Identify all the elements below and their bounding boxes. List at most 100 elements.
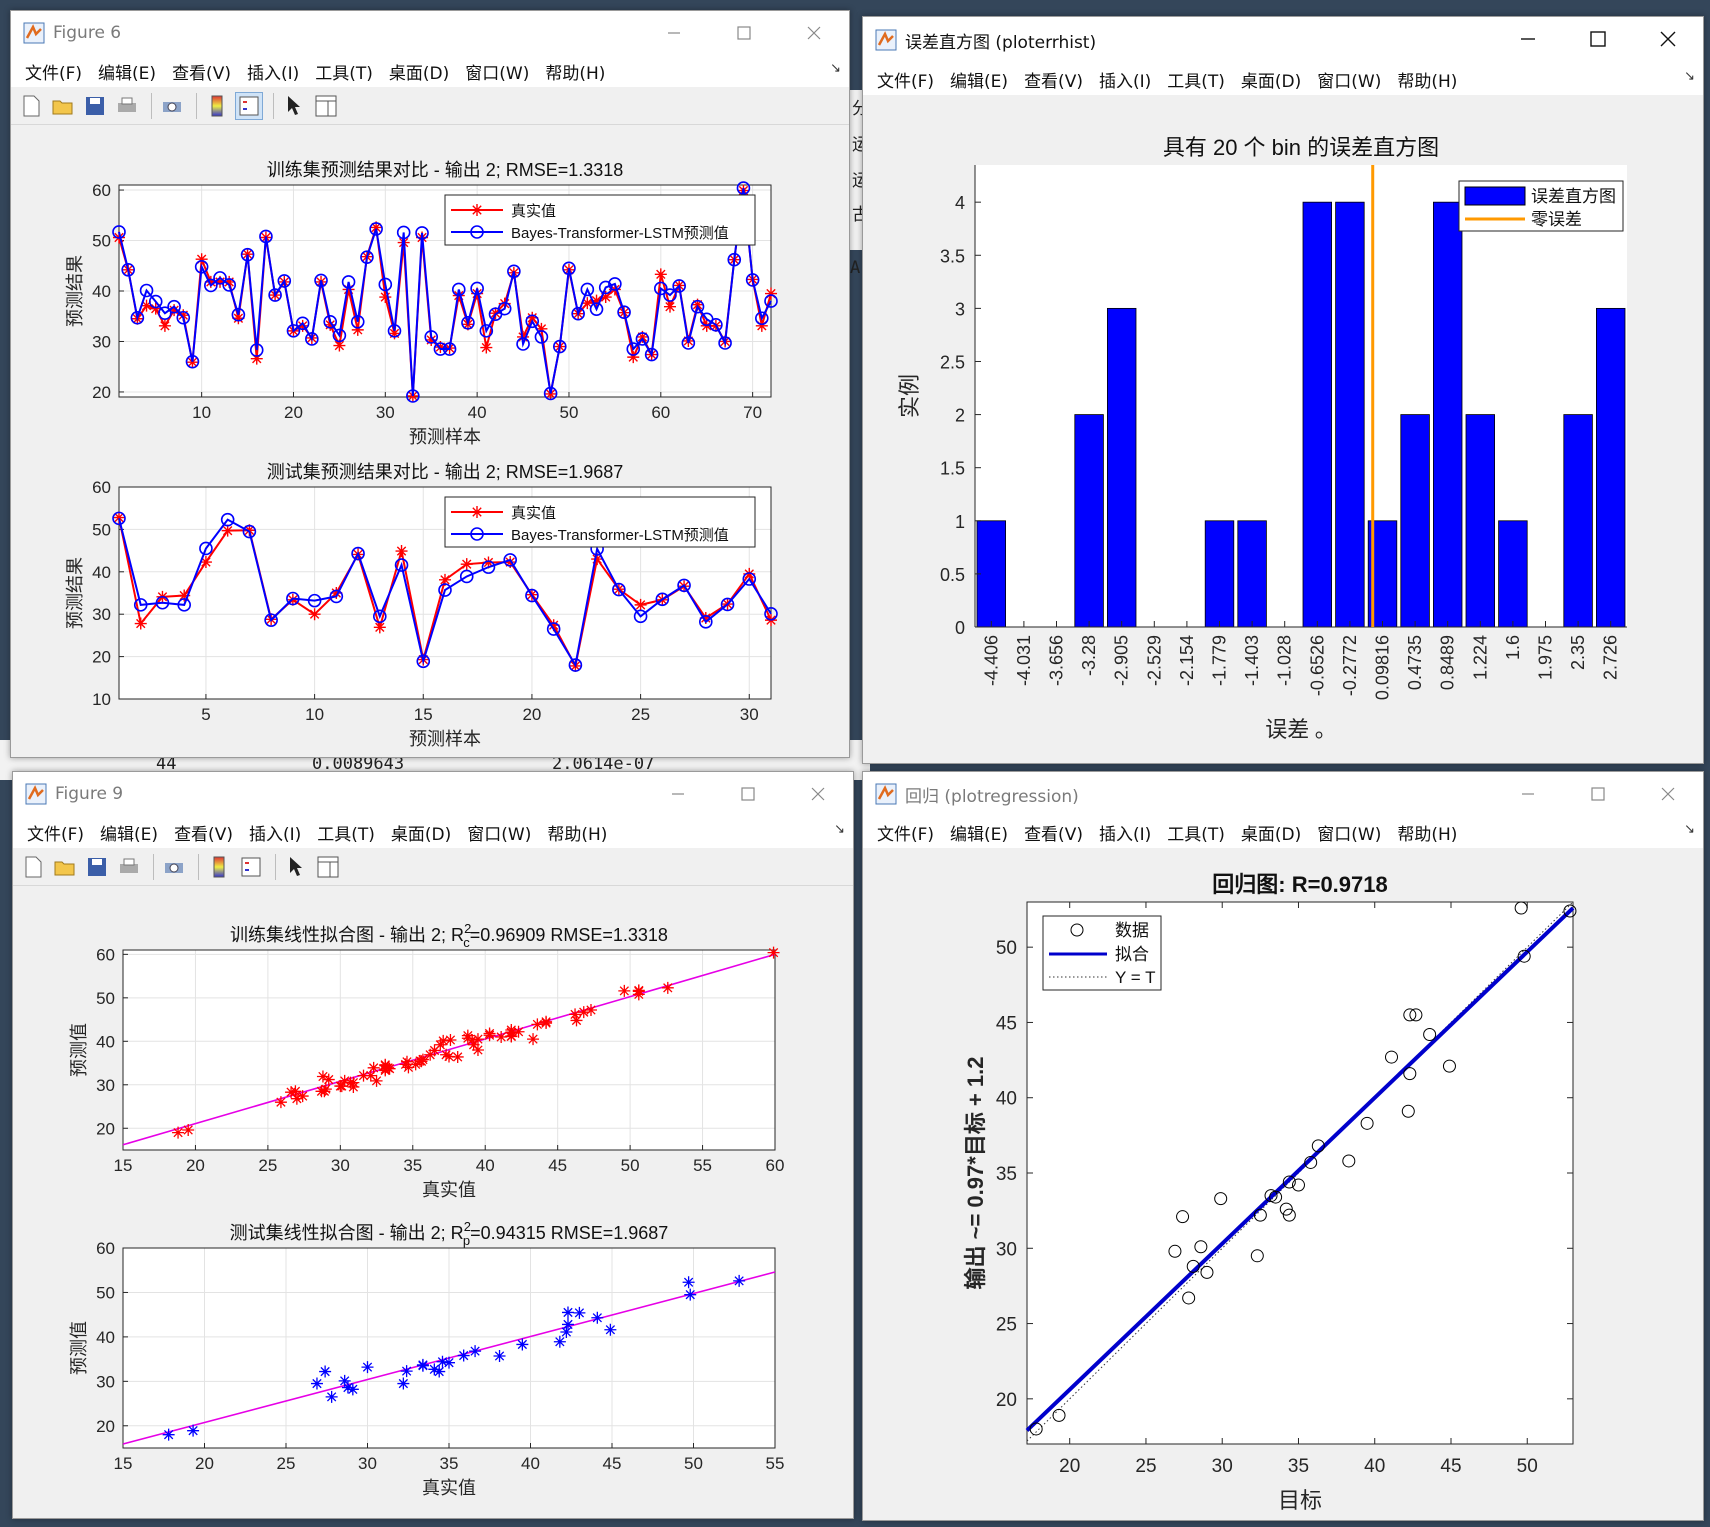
menu-edit[interactable]: 编辑(E)	[98, 63, 157, 84]
dock-arrow-icon[interactable]: ↘	[834, 822, 845, 837]
regression-titlebar[interactable]: 回归 (plotregression)	[863, 772, 1703, 816]
close-icon[interactable]	[779, 11, 849, 55]
window-title: 回归 (plotregression)	[905, 786, 1079, 807]
menu-view[interactable]: 查看(V)	[172, 63, 231, 84]
x-tick-label: 70	[743, 403, 762, 422]
close-icon[interactable]	[783, 772, 853, 816]
menu-insert[interactable]: 插入(I)	[248, 824, 302, 845]
property-editor-icon[interactable]	[314, 853, 342, 881]
legend-icon[interactable]	[235, 91, 263, 120]
menu-window[interactable]: 窗口(W)	[1317, 71, 1382, 92]
maximize-icon[interactable]	[1563, 772, 1633, 816]
close-icon[interactable]	[1633, 17, 1703, 61]
maximize-icon[interactable]	[1563, 17, 1633, 61]
menu-view[interactable]: 查看(V)	[174, 824, 233, 845]
menu-desktop[interactable]: 桌面(D)	[388, 63, 450, 84]
menu-edit[interactable]: 编辑(E)	[950, 71, 1009, 92]
open-icon[interactable]	[49, 92, 77, 120]
data-point	[457, 1349, 470, 1362]
data-point-pred	[626, 342, 641, 356]
minimize-icon[interactable]	[643, 772, 713, 816]
data-point	[289, 1085, 302, 1098]
legend-label: 真实值	[511, 202, 556, 220]
menu-view[interactable]: 查看(V)	[1024, 71, 1083, 92]
menu-window[interactable]: 窗口(W)	[1317, 824, 1382, 845]
maximize-icon[interactable]	[709, 11, 779, 55]
dock-arrow-icon[interactable]: ↘	[1684, 822, 1695, 837]
menu-tools[interactable]: 工具(T)	[1167, 824, 1225, 845]
x-tick-label: -1.403	[1242, 635, 1262, 686]
menu-window[interactable]: 窗口(W)	[465, 63, 530, 84]
menu-file[interactable]: 文件(F)	[877, 71, 935, 92]
menu-desktop[interactable]: 桌面(D)	[1240, 71, 1302, 92]
menu-window[interactable]: 窗口(W)	[467, 824, 532, 845]
figure9-titlebar[interactable]: Figure 9	[13, 772, 853, 816]
errhist-titlebar[interactable]: 误差直方图 (ploterrhist)	[863, 17, 1703, 63]
save-icon[interactable]	[81, 92, 109, 120]
dock-arrow-icon[interactable]: ↘	[1684, 69, 1695, 84]
menu-edit[interactable]: 编辑(E)	[950, 824, 1009, 845]
menu-desktop[interactable]: 桌面(D)	[390, 824, 452, 845]
data-point-pred	[433, 342, 448, 356]
errhist-window[interactable]: 误差直方图 (ploterrhist) 文件(F) 编辑(E) 查看(V) 插入…	[862, 16, 1704, 764]
menu-insert[interactable]: 插入(I)	[1098, 71, 1152, 92]
menu-edit[interactable]: 编辑(E)	[100, 824, 159, 845]
menu-help[interactable]: 帮助(H)	[1397, 71, 1458, 92]
menu-help[interactable]: 帮助(H)	[547, 824, 608, 845]
data-point	[341, 1381, 354, 1394]
print-icon[interactable]	[115, 853, 143, 881]
data-point-pred	[158, 306, 172, 321]
open-icon[interactable]	[51, 853, 79, 881]
minimize-icon[interactable]	[639, 11, 709, 55]
menu-file[interactable]: 文件(F)	[27, 824, 85, 845]
pointer-icon[interactable]	[282, 853, 310, 881]
menu-tools[interactable]: 工具(T)	[315, 63, 373, 84]
legend-label: 误差直方图	[1531, 187, 1616, 206]
chart-title: 测试集线性拟合图 - 输出 2; R2 p=0.94315 RMSE=1.9687	[230, 1219, 669, 1248]
data-point-pred	[286, 324, 301, 338]
menu-view[interactable]: 查看(V)	[1024, 824, 1083, 845]
data-point-true	[425, 333, 438, 346]
data-point-pred	[755, 311, 769, 326]
figure9-window[interactable]: Figure 9 文件(F) 编辑(E) 查看(V) 插入(I) 工具(T) 桌…	[12, 771, 854, 1519]
menu-desktop[interactable]: 桌面(D)	[1240, 824, 1302, 845]
minimize-icon[interactable]	[1493, 17, 1563, 61]
menu-tools[interactable]: 工具(T)	[1167, 71, 1225, 92]
print-icon[interactable]	[113, 92, 141, 120]
maximize-icon[interactable]	[713, 772, 783, 816]
figure6-window[interactable]: Figure 6 文件(F) 编辑(E) 查看(V) 插入(I) 工具(T) 桌…	[10, 10, 850, 758]
regression-window[interactable]: 回归 (plotregression) 文件(F) 编辑(E) 查看(V) 插入…	[862, 771, 1704, 1521]
new-icon[interactable]	[19, 853, 47, 881]
property-editor-icon[interactable]	[312, 92, 340, 120]
x-tick-label: 0.4735	[1405, 635, 1425, 690]
save-icon[interactable]	[83, 853, 111, 881]
colorbar-icon[interactable]	[203, 92, 231, 120]
data-point	[319, 1365, 332, 1378]
colorbar-icon[interactable]	[205, 853, 233, 881]
menu-file[interactable]: 文件(F)	[25, 63, 83, 84]
data-point	[416, 1359, 429, 1372]
menu-tools[interactable]: 工具(T)	[317, 824, 375, 845]
data-point	[433, 1365, 446, 1378]
new-icon[interactable]	[17, 92, 45, 120]
x-axis-label: 真实值	[422, 1478, 476, 1498]
legend-icon[interactable]	[237, 853, 265, 881]
menu-help[interactable]: 帮助(H)	[1397, 824, 1458, 845]
dock-arrow-icon[interactable]: ↘	[830, 61, 841, 76]
data-point	[346, 1383, 359, 1396]
figure6-titlebar[interactable]: Figure 6	[11, 11, 849, 55]
data-point-true	[388, 327, 401, 340]
close-icon[interactable]	[1633, 772, 1703, 816]
menu-help[interactable]: 帮助(H)	[545, 63, 606, 84]
x-tick-label: -0.2772	[1340, 635, 1360, 696]
data-point	[1409, 1008, 1423, 1022]
menu-insert[interactable]: 插入(I)	[1098, 824, 1152, 845]
pointer-icon[interactable]	[280, 92, 308, 120]
data-point-true	[591, 553, 604, 566]
data-point-pred	[736, 181, 751, 195]
menu-insert[interactable]: 插入(I)	[246, 63, 300, 84]
print-preview-icon[interactable]	[158, 92, 186, 120]
menu-file[interactable]: 文件(F)	[877, 824, 935, 845]
print-preview-icon[interactable]	[160, 853, 188, 881]
minimize-icon[interactable]	[1493, 772, 1563, 816]
